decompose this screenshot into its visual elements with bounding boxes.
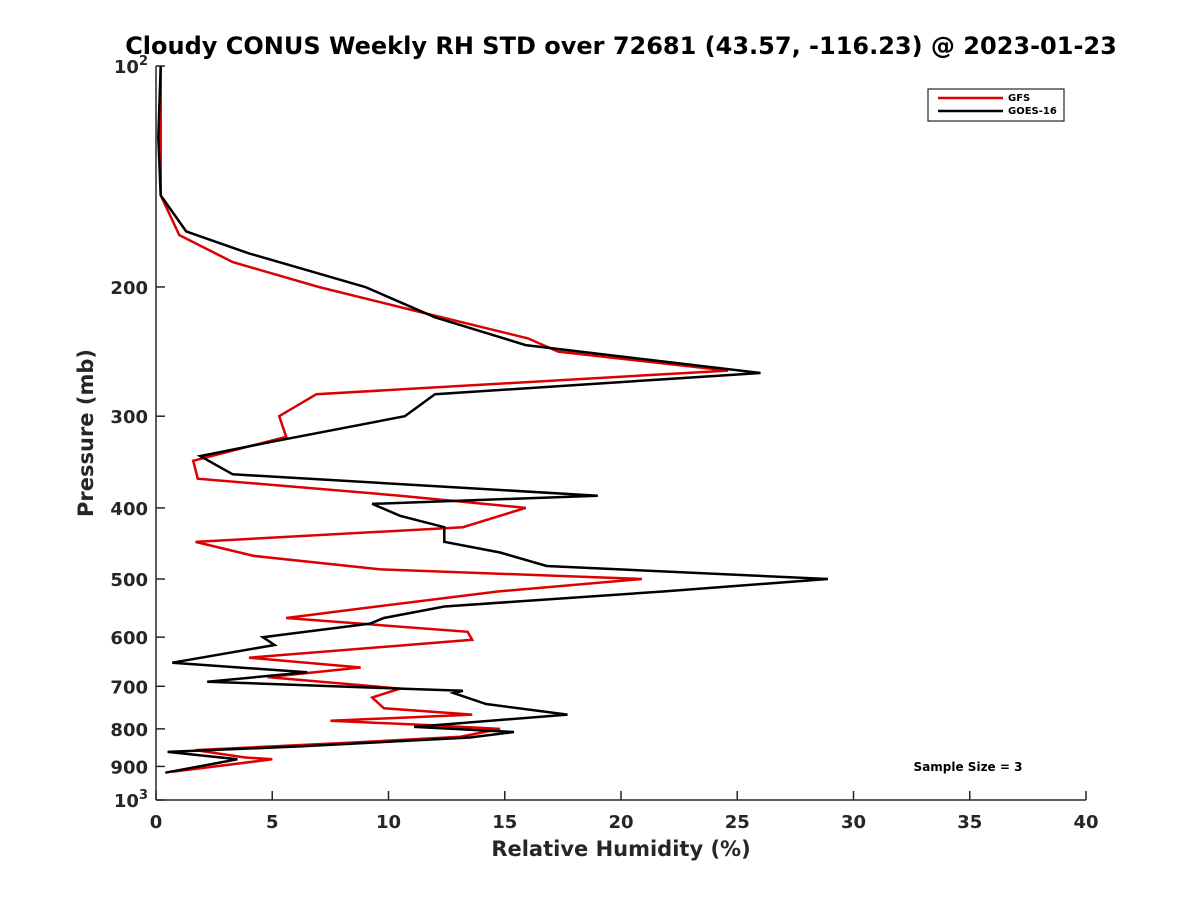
legend-label-goes16: GOES-16 <box>1008 106 1057 117</box>
y-tick-label: 600 <box>110 628 148 649</box>
x-tick-label: 25 <box>725 812 750 833</box>
x-tick-label: 10 <box>376 812 401 833</box>
x-tick-label: 15 <box>492 812 517 833</box>
y-tick-label-base: 10 <box>114 791 139 812</box>
x-tick-label: 40 <box>1073 812 1098 833</box>
x-tick-label: 30 <box>841 812 866 833</box>
y-tick-label: 102 <box>114 54 148 78</box>
y-tick-label: 103 <box>114 788 148 812</box>
x-axis-label: Relative Humidity (%) <box>491 837 750 861</box>
x-tick-label: 5 <box>266 812 279 833</box>
series-lines <box>157 65 828 774</box>
y-tick-label: 700 <box>110 677 148 698</box>
y-tick-label: 200 <box>110 278 148 299</box>
series-line-gfs <box>159 66 729 773</box>
y-tick-label-base: 10 <box>114 57 139 78</box>
y-tick-label-exponent: 3 <box>139 788 148 803</box>
y-tick-label: 500 <box>110 570 148 591</box>
x-ticks: 0 5 10 15 20 25 30 35 40 <box>150 791 1099 833</box>
sample-size-annotation: Sample Size = 3 <box>914 760 1023 774</box>
y-tick-label-exponent: 2 <box>139 54 148 69</box>
legend-box <box>927 88 1065 122</box>
plot-area <box>155 66 1086 801</box>
x-tick-label: 35 <box>957 812 982 833</box>
chart-title: Cloudy CONUS Weekly RH STD over 72681 (4… <box>125 32 1117 60</box>
y-tick-label: 900 <box>110 757 148 778</box>
y-axis-label: Pressure (mb) <box>74 349 98 517</box>
legend-label-gfs: GFS <box>1008 93 1030 104</box>
y-tick-label: 300 <box>110 407 148 428</box>
legend: GFS GOES-16 <box>927 88 1065 122</box>
x-tick-label: 0 <box>150 812 163 833</box>
series-line-goes16 <box>157 65 828 774</box>
x-tick-label: 20 <box>608 812 633 833</box>
y-tick-label: 400 <box>110 499 148 520</box>
y-tick-label: 800 <box>110 720 148 741</box>
